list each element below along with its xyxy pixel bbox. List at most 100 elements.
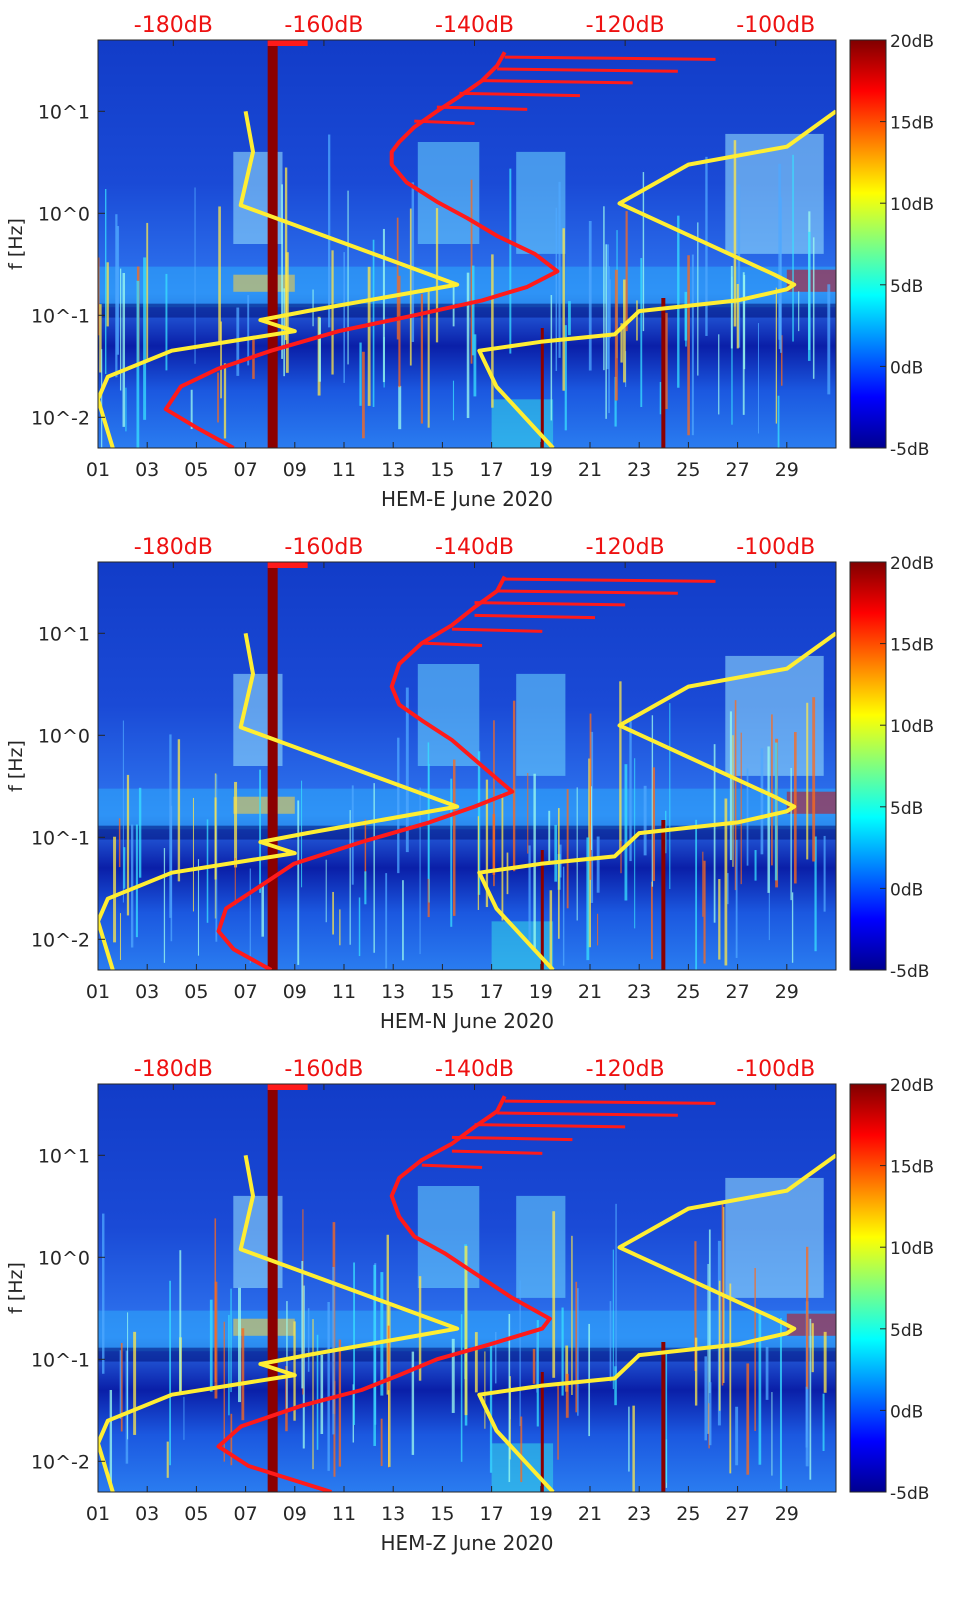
y-tick-label: 10^1 [38, 101, 90, 123]
colorbar-label: 5dB [890, 1321, 923, 1341]
y-tick-label: 10^-1 [31, 827, 90, 849]
x-tick-label: 09 [283, 1503, 307, 1525]
transient-streak [183, 1396, 185, 1440]
transient-streak [823, 835, 826, 912]
transient-streak [590, 786, 592, 850]
transient-streak [501, 793, 504, 921]
x-axis-label: HEM-N June 2020 [380, 1009, 554, 1033]
top-axis-label: -120dB [586, 13, 665, 38]
transient-streak [115, 214, 118, 378]
transient-streak [109, 1389, 113, 1485]
energy-patch-6 [786, 791, 836, 814]
thin-band-24 [661, 1342, 666, 1492]
transient-streak [743, 275, 746, 370]
transient-streak [387, 1325, 390, 1391]
transient-streak [532, 1348, 536, 1384]
transient-streak [127, 1312, 129, 1440]
psd-spike [504, 55, 716, 61]
transient-streak [320, 1354, 324, 1435]
transient-streak [460, 1314, 463, 1462]
colorbar-label: -5dB [890, 440, 929, 460]
top-red-strip [267, 1084, 308, 1090]
energy-patch-3 [516, 673, 566, 776]
transient-streak [118, 818, 121, 868]
top-axis-label: -160dB [284, 535, 363, 560]
colorbar [849, 561, 887, 971]
dark-band [267, 1084, 278, 1492]
transient-streak [732, 735, 734, 867]
energy-patch-6 [786, 1313, 836, 1336]
transient-streak [325, 859, 327, 923]
transient-streak [281, 184, 283, 359]
transient-streak [135, 824, 138, 938]
x-tick-label: 07 [234, 981, 258, 1003]
x-tick-label: 05 [184, 1503, 208, 1525]
transient-streak [238, 1287, 242, 1403]
transient-streak [396, 217, 399, 340]
transient-streak [259, 769, 262, 893]
psd-curve-line [216, 1095, 552, 1492]
y-tick-label: 10^0 [38, 725, 90, 747]
transient-streak [735, 839, 738, 958]
transient-streak [634, 758, 636, 929]
transient-streak [402, 880, 404, 961]
energy-patch-5 [233, 1318, 295, 1336]
transient-streak [620, 841, 622, 874]
noise-model-line-2 [477, 631, 836, 970]
transient-streak [169, 1280, 171, 1466]
energy-patch-5 [233, 796, 295, 814]
transient-streak [332, 891, 334, 935]
psd-spike [504, 577, 716, 583]
colorbar-label: 10dB [890, 1239, 934, 1259]
transient-streak [557, 808, 560, 939]
colorbar [849, 39, 887, 449]
transient-streak [194, 187, 196, 364]
transient-streak [625, 211, 628, 332]
transient-streak [562, 866, 565, 966]
transient-streak [285, 252, 289, 373]
transient-streak [489, 1345, 493, 1473]
transient-streak [398, 385, 402, 430]
transient-streak [694, 1241, 697, 1372]
transient-streak [596, 836, 600, 893]
transient-streak [576, 787, 578, 921]
x-tick-label: 29 [775, 1503, 799, 1525]
transient-streak [608, 266, 610, 414]
transient-streak [702, 851, 704, 917]
psd-spike [451, 1135, 573, 1142]
y-tick-label: 10^0 [38, 1247, 90, 1269]
transient-streak [119, 1350, 122, 1420]
transient-streak [358, 897, 361, 957]
psd-spike [459, 91, 580, 98]
transient-streak [754, 850, 757, 881]
colorbar [849, 1083, 887, 1493]
transient-streak [119, 268, 122, 391]
thin-band-19 [540, 850, 544, 970]
transient-streak [113, 836, 117, 943]
psd-spike [451, 1149, 543, 1155]
transient-streak [519, 1280, 521, 1427]
transient-streak [713, 744, 716, 923]
transient-streak [223, 363, 227, 439]
x-tick-label: 11 [332, 981, 356, 1003]
transient-streak [247, 295, 250, 366]
x-tick-label: 17 [480, 459, 504, 481]
transient-streak [781, 335, 783, 386]
x-tick-label: 27 [726, 1503, 750, 1525]
transient-streak [166, 1441, 169, 1478]
transient-streak [286, 1301, 288, 1412]
transient-streak [125, 387, 127, 432]
transient-streak [398, 275, 401, 388]
transient-streak [691, 254, 694, 436]
panel-3: 01 03 05 07 09 11 13 15 17 19 21 23 25 27 29 -180dB -160… [5, 1057, 934, 1555]
transient-streak [105, 188, 107, 374]
transient-streak [737, 184, 741, 348]
spectrogram-body [98, 40, 836, 448]
transient-streak [474, 1332, 478, 1393]
transient-streak [550, 295, 553, 421]
transient-streak [419, 787, 421, 955]
transient-streak [806, 702, 809, 860]
energy-patch-4 [725, 1177, 824, 1298]
transient-streak [214, 797, 217, 880]
thin-band-19 [540, 328, 544, 448]
